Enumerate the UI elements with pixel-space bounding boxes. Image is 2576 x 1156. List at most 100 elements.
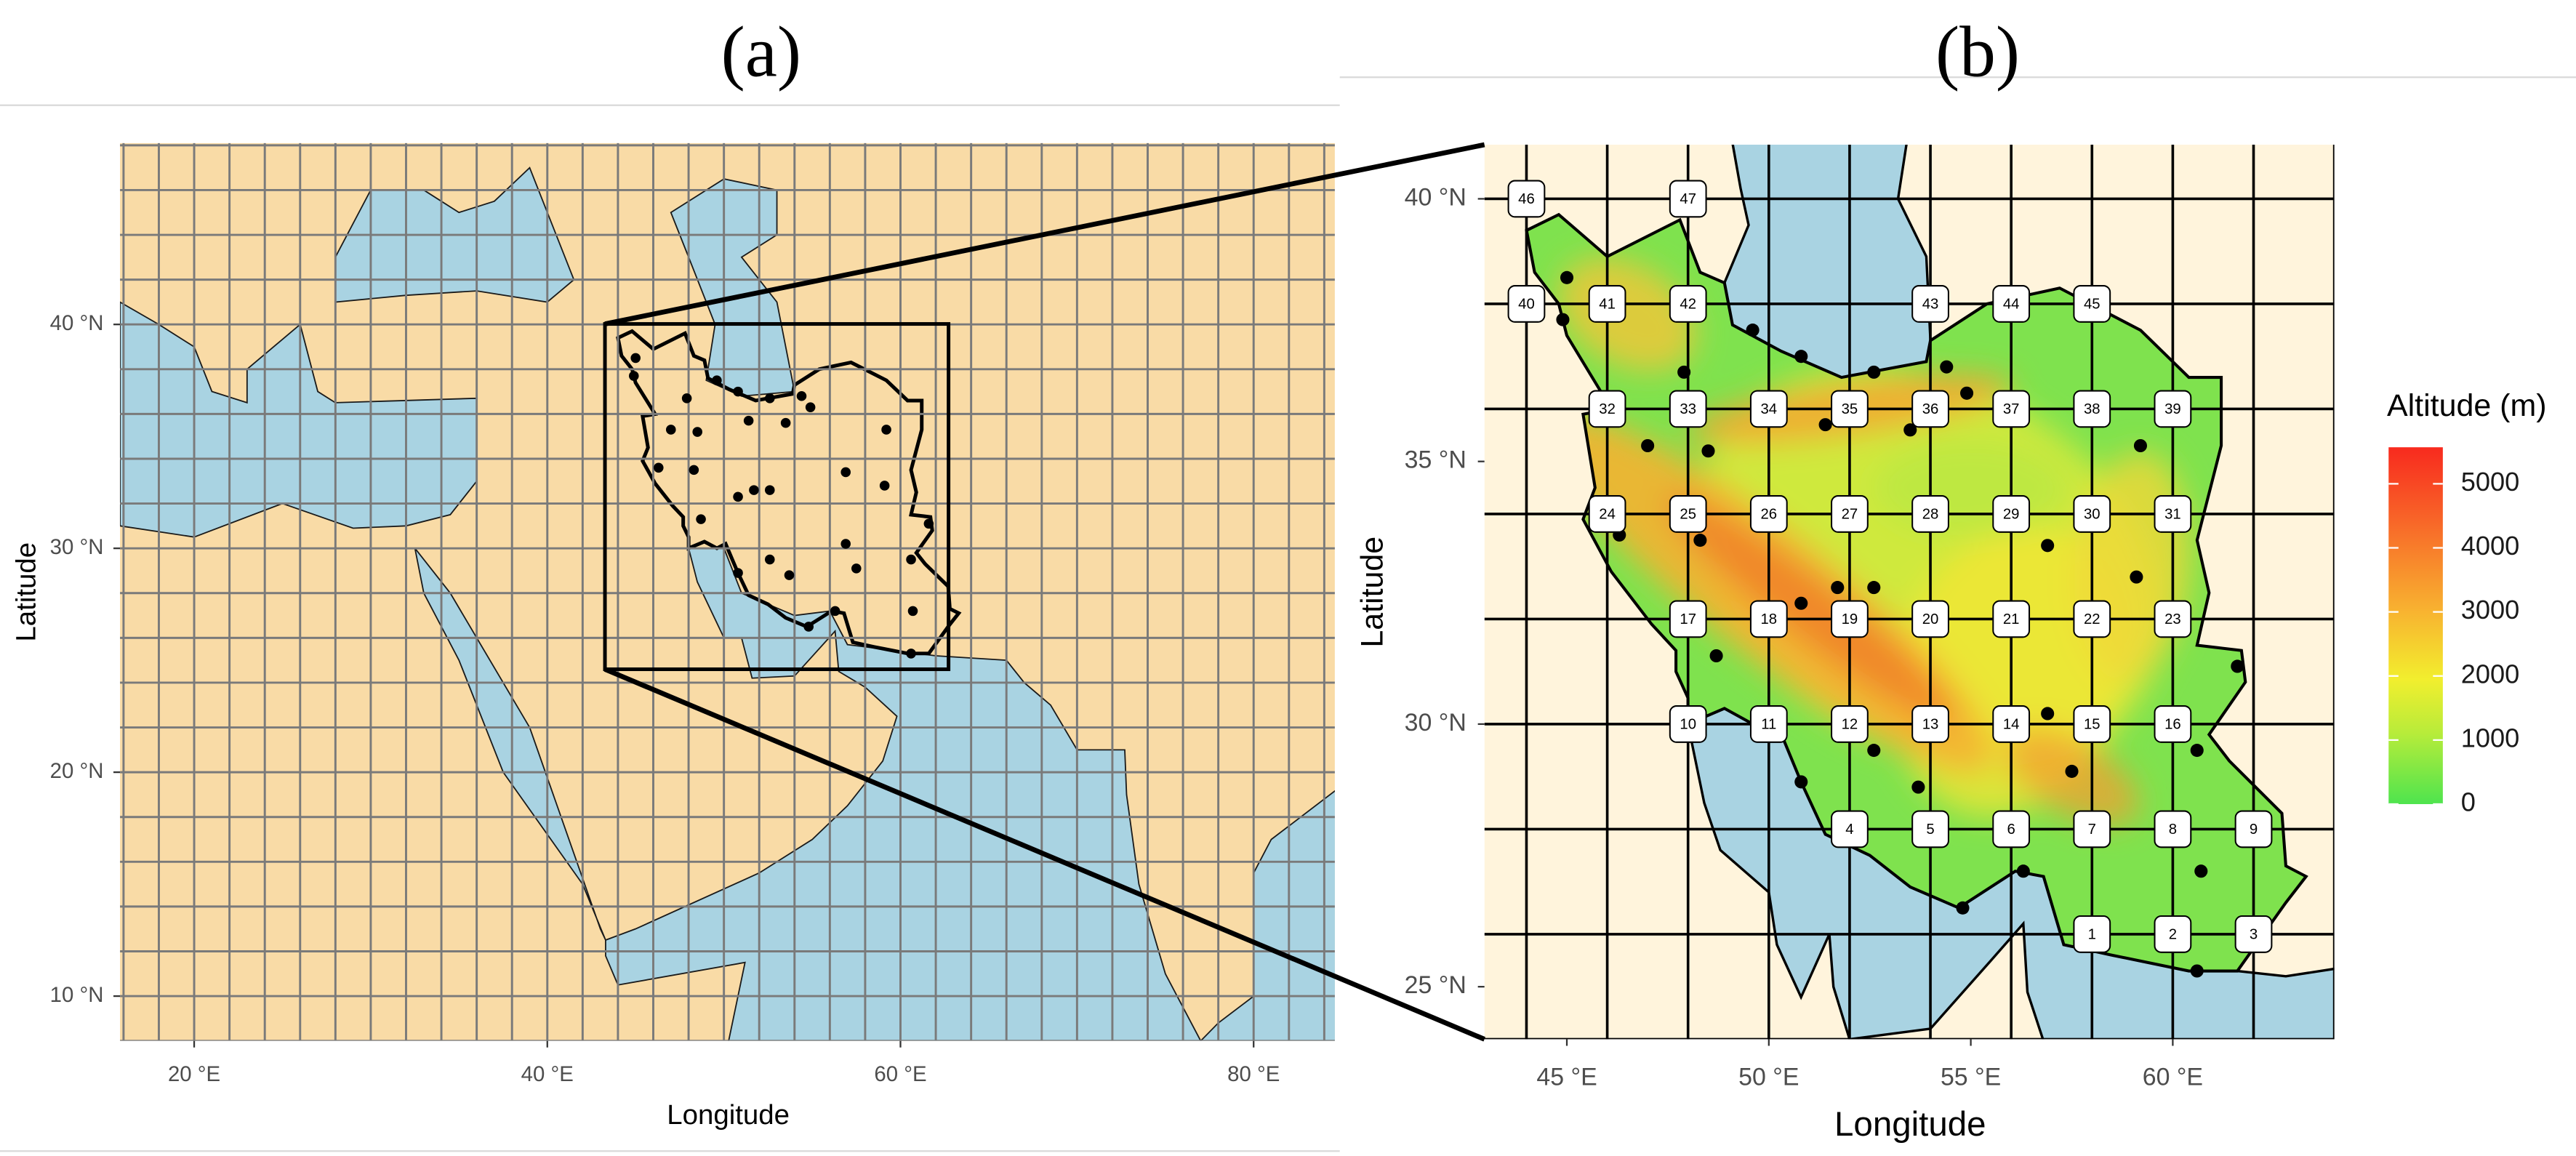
cell-label: 38 bbox=[2084, 401, 2100, 417]
cell-label: 10 bbox=[1680, 716, 1696, 732]
cell-label: 39 bbox=[2164, 401, 2181, 417]
cell-label-box bbox=[1992, 810, 2031, 848]
legend-tick-label: 2000 bbox=[2461, 659, 2519, 689]
y-tick-label: 10 °N bbox=[50, 983, 104, 1007]
y-axis-label: Latitude bbox=[11, 542, 42, 642]
station bbox=[1956, 901, 1970, 915]
y-tick-label: 20 °N bbox=[50, 759, 104, 783]
station bbox=[805, 402, 816, 412]
cell-label: 22 bbox=[2084, 611, 2100, 627]
cell-label: 2 bbox=[2169, 926, 2177, 942]
cell-label: 9 bbox=[2250, 822, 2258, 838]
station bbox=[689, 465, 699, 475]
station bbox=[1940, 360, 1954, 374]
legend-tick-label: 5000 bbox=[2461, 467, 2519, 497]
cell-label-box bbox=[1588, 285, 1626, 323]
station bbox=[2231, 659, 2244, 673]
cell-label: 40 bbox=[1518, 296, 1535, 312]
study-area-box bbox=[603, 322, 951, 672]
legend-tick-label: 3000 bbox=[2461, 595, 2519, 625]
station bbox=[1794, 775, 1808, 789]
station bbox=[743, 415, 754, 426]
station bbox=[749, 485, 759, 495]
cell-label-box bbox=[1507, 285, 1546, 323]
cell-label-box bbox=[1831, 705, 1869, 743]
cell-label: 27 bbox=[1842, 506, 1858, 522]
y-tick-label: 30 °N bbox=[1405, 709, 1466, 736]
cell-label-box bbox=[1669, 285, 1707, 323]
cell-label: 3 bbox=[2250, 926, 2258, 942]
cell-label-box bbox=[1911, 600, 1949, 638]
station bbox=[1831, 581, 1845, 595]
cell-label: 8 bbox=[2169, 822, 2177, 838]
cell-label: 7 bbox=[2088, 822, 2096, 838]
cell-label: 29 bbox=[2003, 506, 2020, 522]
station bbox=[2065, 764, 2079, 778]
zoom-line bbox=[603, 667, 1486, 1042]
x-axis-label: Longitude bbox=[667, 1099, 790, 1131]
legend-tick-label: 4000 bbox=[2461, 531, 2519, 561]
station bbox=[851, 563, 862, 574]
cell-label: 25 bbox=[1680, 506, 1696, 522]
cell-label: 13 bbox=[1922, 716, 1939, 732]
station bbox=[2190, 744, 2204, 758]
cell-label-box bbox=[1669, 390, 1707, 428]
legend-tick-label: 1000 bbox=[2461, 723, 2519, 752]
cell-label-box bbox=[1911, 390, 1949, 428]
cell-label-box bbox=[2154, 600, 2192, 638]
cell-label-box bbox=[1749, 390, 1788, 428]
station bbox=[1818, 418, 1832, 432]
sea bbox=[670, 178, 795, 397]
cell-label: 42 bbox=[1680, 296, 1696, 312]
cell-label-box bbox=[2073, 705, 2111, 743]
cell-label-box bbox=[1831, 495, 1869, 533]
relief-area bbox=[1665, 494, 1953, 723]
cell-label-box bbox=[1669, 705, 1707, 743]
station bbox=[830, 606, 840, 617]
cell-label: 45 bbox=[2084, 296, 2100, 312]
station bbox=[879, 481, 890, 491]
cell-label-box bbox=[1831, 810, 1869, 848]
station bbox=[2190, 964, 2204, 978]
cell-label: 34 bbox=[1761, 401, 1778, 417]
cell-label: 5 bbox=[1926, 822, 1934, 838]
station bbox=[780, 417, 791, 428]
y-axis-label: Latitude bbox=[1355, 537, 1390, 648]
station bbox=[628, 371, 639, 381]
station bbox=[2041, 539, 2055, 553]
x-tick-label: 50 °E bbox=[1738, 1064, 1799, 1091]
station bbox=[1641, 438, 1655, 453]
station bbox=[881, 425, 891, 435]
station bbox=[923, 518, 934, 529]
y-tick-label: 25 °N bbox=[1405, 971, 1466, 999]
station bbox=[696, 514, 706, 524]
cell-label: 21 bbox=[2003, 611, 2020, 627]
cell-label: 28 bbox=[1922, 506, 1939, 522]
station bbox=[1911, 780, 1925, 794]
station bbox=[840, 467, 851, 478]
station bbox=[803, 622, 814, 632]
cell-label-box bbox=[1992, 495, 2031, 533]
map-panel bbox=[120, 143, 1335, 1041]
cell-label: 17 bbox=[1680, 611, 1696, 627]
cell-label-box bbox=[1831, 600, 1869, 638]
station bbox=[2133, 438, 2147, 453]
cell-label: 30 bbox=[2084, 506, 2100, 522]
station bbox=[1677, 365, 1691, 379]
station bbox=[1746, 324, 1760, 337]
station bbox=[733, 386, 743, 397]
cell-label: 18 bbox=[1761, 611, 1778, 627]
cell-label-box bbox=[2154, 915, 2192, 953]
station bbox=[2016, 864, 2030, 878]
y-tick-label: 40 °N bbox=[1405, 183, 1466, 211]
cell-label-box bbox=[1749, 705, 1788, 743]
cell-label: 35 bbox=[1842, 401, 1858, 417]
cell-label-box bbox=[2154, 705, 2192, 743]
station bbox=[733, 491, 743, 502]
cell-label-box bbox=[1588, 390, 1626, 428]
cell-label: 26 bbox=[1761, 506, 1778, 522]
station bbox=[1867, 581, 1881, 595]
station bbox=[1560, 270, 1574, 284]
station bbox=[1903, 423, 1917, 437]
